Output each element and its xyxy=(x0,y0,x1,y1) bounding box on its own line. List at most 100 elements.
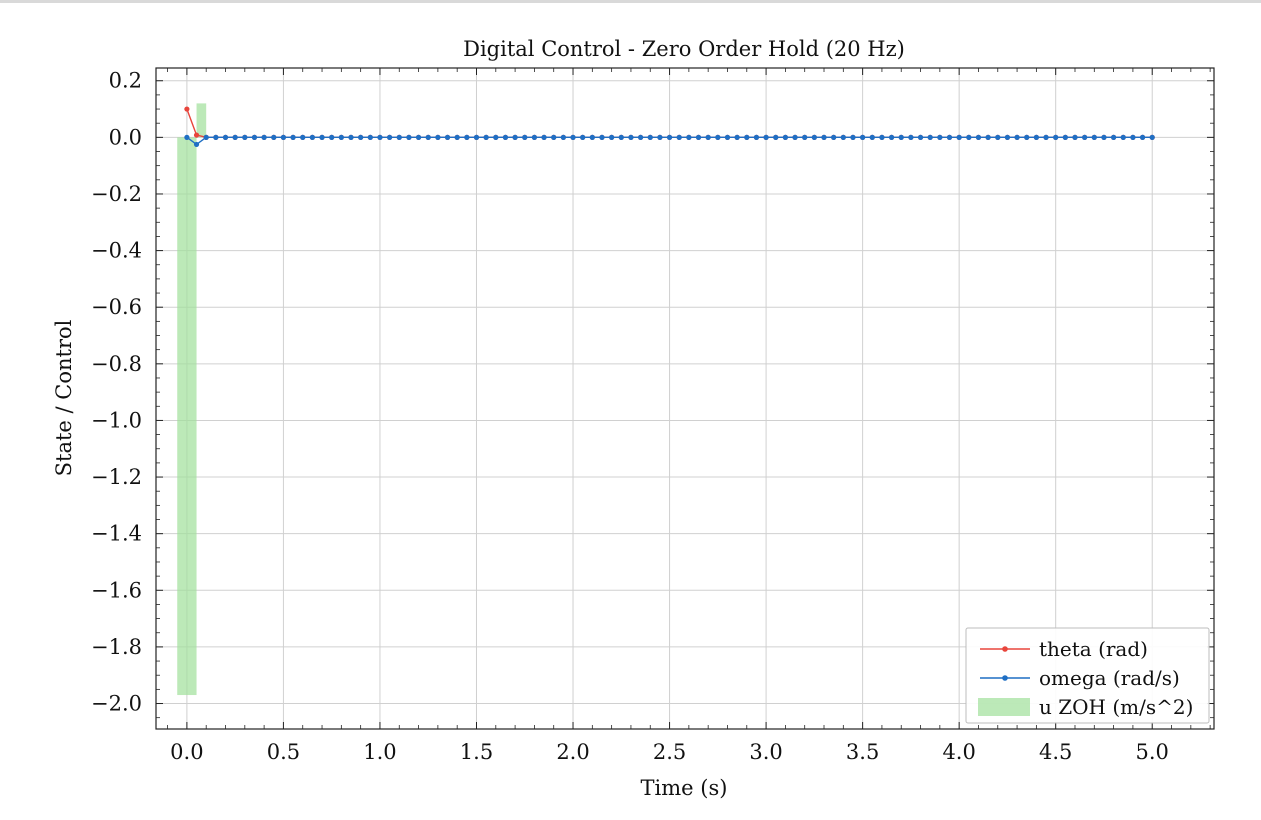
data-point xyxy=(193,141,200,148)
legend-swatch xyxy=(978,698,1030,716)
data-point xyxy=(860,134,866,140)
data-point xyxy=(850,134,856,140)
y-tick-label: −0.4 xyxy=(91,239,142,263)
control-bar xyxy=(196,103,207,138)
x-tick-label: 3.0 xyxy=(749,740,782,764)
x-tick-label: 1.0 xyxy=(363,740,396,764)
x-tick-label: 0.5 xyxy=(267,740,300,764)
data-point xyxy=(782,134,788,140)
data-point xyxy=(792,134,798,140)
data-point xyxy=(387,134,393,140)
data-point xyxy=(831,134,837,140)
y-tick-label: −1.0 xyxy=(91,408,142,432)
data-point xyxy=(1072,134,1078,140)
data-point xyxy=(531,134,538,140)
plot-frame xyxy=(155,67,1215,730)
y-tick-label: −1.8 xyxy=(91,635,142,659)
data-point xyxy=(879,134,885,140)
data-point xyxy=(1091,134,1097,140)
data-point xyxy=(1101,134,1107,140)
data-point xyxy=(956,134,962,140)
x-tick-label: 2.0 xyxy=(556,740,589,764)
data-point xyxy=(695,134,702,140)
data-point xyxy=(975,134,982,140)
x-tick-label: 5.0 xyxy=(1136,740,1169,764)
data-point xyxy=(358,134,364,140)
data-point xyxy=(415,134,422,140)
control-bar xyxy=(177,137,187,696)
y-tick-label: −2.0 xyxy=(91,692,142,716)
data-point xyxy=(560,134,566,140)
data-point xyxy=(232,134,238,140)
data-point xyxy=(1062,134,1068,140)
data-point xyxy=(502,134,509,140)
data-point xyxy=(763,134,769,140)
data-point xyxy=(203,134,209,140)
data-point xyxy=(985,134,991,140)
data-point xyxy=(377,134,383,140)
data-point xyxy=(946,134,953,140)
data-point xyxy=(483,134,489,140)
legend-label: theta (rad) xyxy=(1039,637,1148,661)
data-point xyxy=(251,134,258,140)
data-point xyxy=(1120,134,1126,140)
data-point xyxy=(628,134,634,140)
data-point xyxy=(908,134,914,140)
x-axis-label: Time (s) xyxy=(641,776,728,800)
ticks: 0.0 0.5 1.0 1.5 2.0 2.5 3.0 3.5 4.0 4.5 5.0 0.2 0.0 −… xyxy=(91,68,1214,764)
data-point xyxy=(444,134,451,140)
data-point xyxy=(647,134,653,140)
data-point xyxy=(309,134,315,140)
data-point xyxy=(242,134,248,140)
data-point xyxy=(435,134,441,140)
legend-marker xyxy=(1002,646,1008,652)
data-point xyxy=(493,134,499,140)
data-point xyxy=(609,134,615,140)
data-point xyxy=(280,134,287,140)
data-point xyxy=(966,134,972,140)
data-point xyxy=(821,134,827,140)
data-point xyxy=(618,134,624,140)
data-point xyxy=(773,134,779,140)
data-point xyxy=(1004,134,1011,140)
data-point xyxy=(888,134,895,140)
data-point xyxy=(367,134,373,140)
data-point xyxy=(637,134,644,140)
data-point xyxy=(937,134,943,140)
legend-label: u ZOH (m/s^2) xyxy=(1039,695,1193,719)
legend-marker xyxy=(1002,675,1008,681)
data-point xyxy=(927,134,933,140)
y-tick-label: −1.2 xyxy=(91,465,142,489)
data-point xyxy=(1053,134,1059,140)
x-tick-label: 0.0 xyxy=(170,740,203,764)
data-point xyxy=(840,134,846,140)
data-point xyxy=(1139,134,1146,140)
data-point xyxy=(599,134,605,140)
y-tick-label: −1.4 xyxy=(91,522,142,546)
y-tick-label: −0.2 xyxy=(91,182,142,206)
y-tick-label: −0.6 xyxy=(91,295,142,319)
data-point xyxy=(1014,134,1020,140)
data-point xyxy=(551,134,557,140)
data-point xyxy=(1149,134,1155,140)
data-point xyxy=(271,134,277,140)
data-point xyxy=(1111,134,1117,140)
data-point xyxy=(193,132,200,138)
control-bar xyxy=(186,137,197,696)
data-point xyxy=(1130,134,1136,140)
data-point xyxy=(580,134,586,140)
x-tick-label: 4.5 xyxy=(1039,740,1072,764)
y-tick-label: 0.2 xyxy=(109,69,142,93)
data-point xyxy=(744,134,750,140)
data-point xyxy=(261,134,267,140)
data-point xyxy=(802,134,808,140)
data-point xyxy=(1043,134,1049,140)
data-point xyxy=(319,134,325,140)
data-point xyxy=(396,134,402,140)
data-point xyxy=(869,134,875,140)
data-point xyxy=(338,134,344,140)
data-point xyxy=(425,134,431,140)
chart-title: Digital Control - Zero Order Hold (20 Hz… xyxy=(463,37,905,61)
x-tick-label: 4.0 xyxy=(942,740,975,764)
